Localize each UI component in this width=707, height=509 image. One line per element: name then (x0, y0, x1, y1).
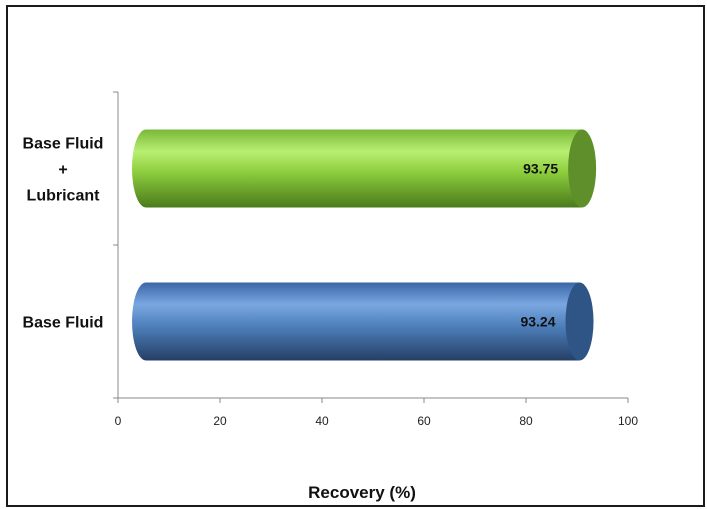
bar-body (132, 282, 580, 361)
category-label: Lubricant (27, 188, 101, 205)
category-labels: Base Fluid Base Fluid + Lubricant (23, 136, 104, 332)
chart-frame (6, 5, 705, 507)
x-tick-label: 20 (213, 414, 227, 428)
x-tick-label: 100 (618, 414, 638, 428)
bar-end-cap (568, 129, 597, 208)
bar-end-cap (565, 282, 594, 361)
x-tick-label: 60 (417, 414, 431, 428)
data-label: 93.24 (520, 314, 555, 330)
bars: 93.24 93.75 (132, 129, 597, 361)
x-axis-ticks: 0 20 40 60 80 100 (115, 398, 638, 428)
bar-body (132, 129, 583, 208)
x-tick-label: 0 (115, 414, 122, 428)
x-tick-label: 80 (519, 414, 533, 428)
category-label: Base Fluid (23, 315, 104, 332)
x-axis-title: Recovery (%) (308, 483, 416, 502)
bar (132, 282, 594, 361)
category-label: + (58, 162, 67, 179)
category-ticks (113, 91, 118, 399)
data-label: 93.75 (523, 161, 558, 177)
category-label: Base Fluid (23, 136, 104, 153)
x-tick-label: 40 (315, 414, 329, 428)
bar (132, 129, 597, 208)
